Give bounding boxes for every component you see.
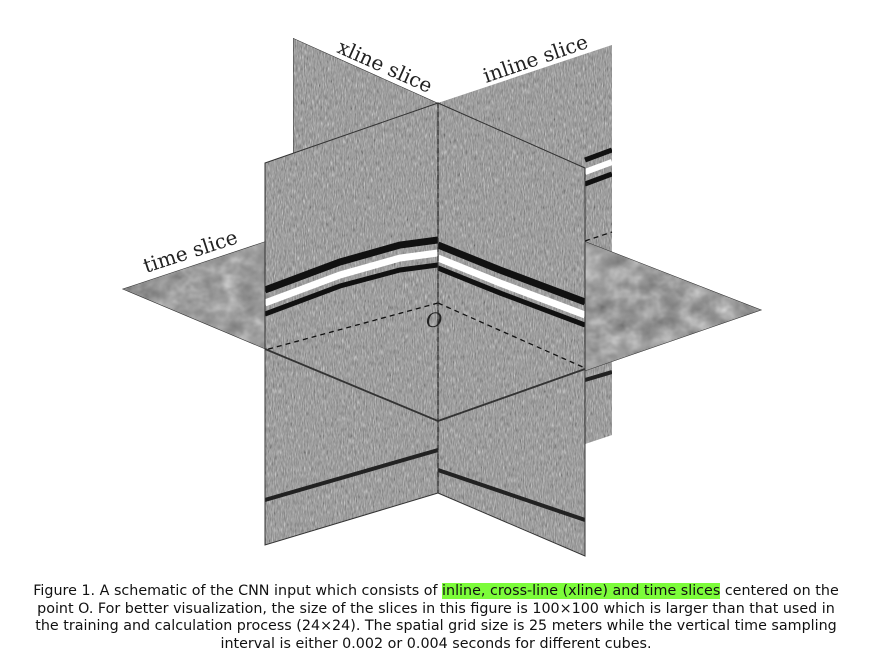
xline-slice-front bbox=[438, 103, 585, 556]
origin-label: O bbox=[426, 308, 442, 332]
caption-text-before: Figure 1. A schematic of the CNN input w… bbox=[33, 583, 443, 599]
caption-text-after: centered on the point O. For better visu… bbox=[35, 583, 839, 652]
figure-caption: Figure 1. A schematic of the CNN input w… bbox=[30, 583, 842, 653]
inline-slice-front bbox=[265, 103, 438, 545]
seismic-slices-figure: xline slice inline slice time slice O bbox=[122, 29, 762, 557]
caption-highlight: inline, cross-line (xline) and time slic… bbox=[442, 583, 721, 599]
slice-outlines bbox=[264, 102, 586, 557]
